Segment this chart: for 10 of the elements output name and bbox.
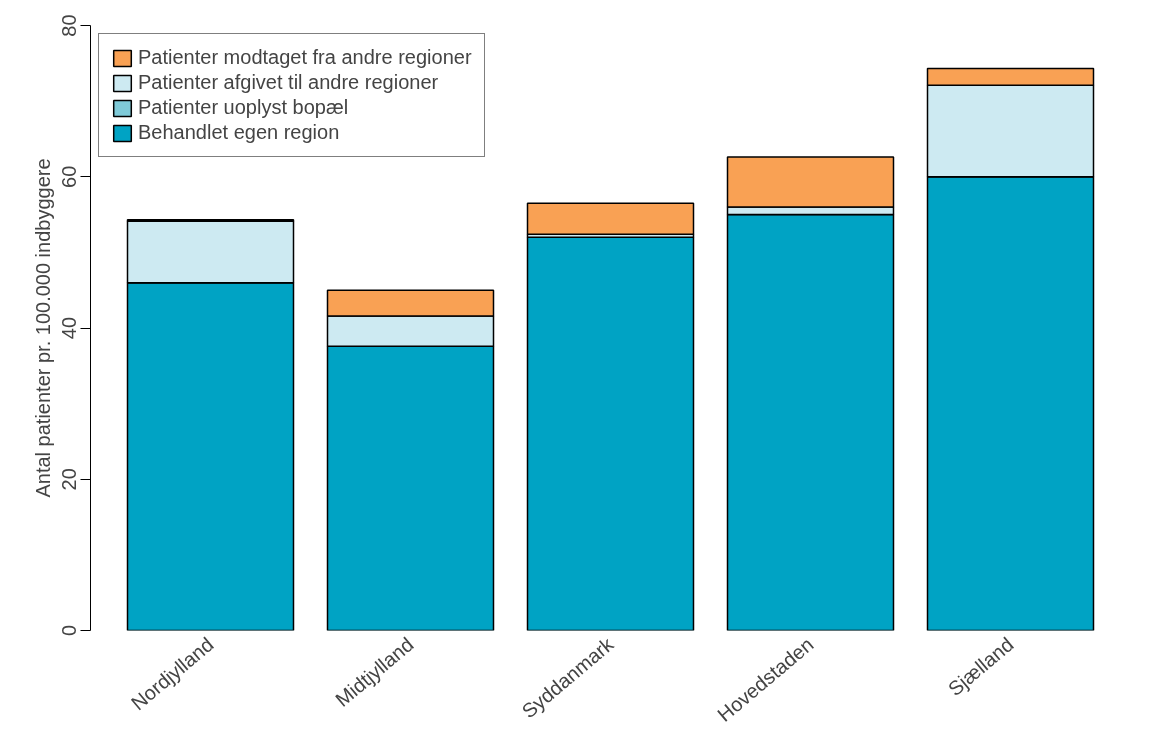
y-tick-label: 60 [57, 165, 80, 188]
legend-label: Behandlet egen region [138, 121, 340, 144]
legend-label: Patienter modtaget fra andre regioner [138, 46, 472, 69]
y-tick-label: 0 [57, 624, 80, 637]
y-tick-label: 20 [57, 468, 80, 491]
y-tick-label: 80 [57, 14, 80, 37]
y-tick-label: 40 [57, 316, 80, 340]
y-axis-title: Antal patienter pr. 100.000 indbyggere [31, 158, 54, 498]
legend-label: Patienter uoplyst bopæl [138, 96, 349, 119]
legend-label: Patienter afgivet til andre regioner [138, 71, 439, 94]
